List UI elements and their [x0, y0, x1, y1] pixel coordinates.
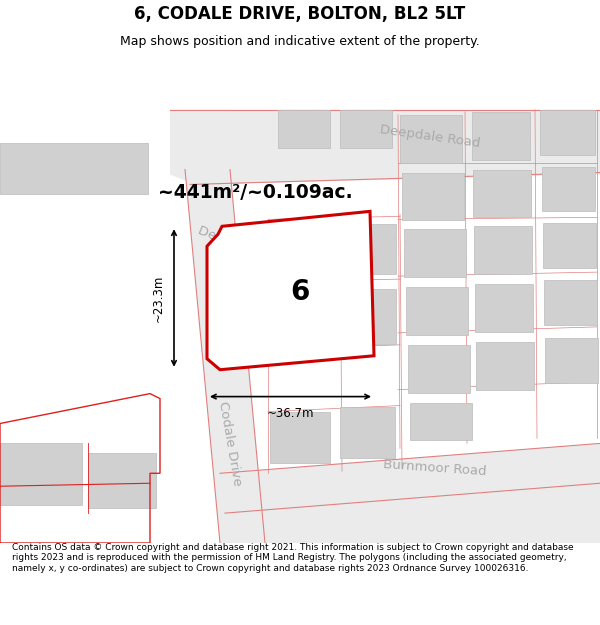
Text: Deepdale Road: Deepdale Road: [196, 224, 295, 274]
Text: Contains OS data © Crown copyright and database right 2021. This information is : Contains OS data © Crown copyright and d…: [12, 543, 574, 572]
Bar: [348, 289, 396, 344]
Polygon shape: [185, 169, 265, 543]
Polygon shape: [170, 110, 600, 184]
Polygon shape: [207, 211, 374, 370]
Bar: [270, 411, 330, 463]
Bar: [400, 115, 462, 162]
Bar: [543, 223, 596, 268]
Bar: [340, 406, 395, 458]
Bar: [474, 226, 532, 274]
Bar: [475, 284, 533, 332]
Text: ~441m²/~0.109ac.: ~441m²/~0.109ac.: [158, 183, 352, 202]
Bar: [280, 294, 338, 349]
Bar: [0, 443, 82, 505]
Text: Map shows position and indicative extent of the property.: Map shows position and indicative extent…: [120, 35, 480, 48]
Text: Deepdale Road: Deepdale Road: [379, 123, 481, 150]
Bar: [406, 287, 468, 335]
Bar: [280, 229, 338, 279]
Text: 6: 6: [290, 278, 310, 306]
Text: ~23.3m: ~23.3m: [151, 274, 164, 322]
Bar: [544, 280, 597, 325]
Text: Burnmoor Road: Burnmoor Road: [383, 458, 487, 478]
Text: Codale Drive: Codale Drive: [216, 400, 244, 487]
Bar: [540, 110, 595, 154]
Bar: [278, 110, 330, 148]
Bar: [542, 166, 595, 211]
Polygon shape: [220, 443, 600, 543]
Bar: [0, 142, 148, 194]
Bar: [88, 453, 156, 508]
Bar: [545, 338, 598, 382]
Text: ~36.7m: ~36.7m: [267, 407, 314, 420]
Bar: [476, 342, 534, 389]
Text: 6, CODALE DRIVE, BOLTON, BL2 5LT: 6, CODALE DRIVE, BOLTON, BL2 5LT: [134, 5, 466, 22]
Bar: [404, 229, 466, 277]
Bar: [408, 345, 470, 392]
Bar: [472, 112, 530, 159]
Bar: [340, 110, 392, 148]
Polygon shape: [170, 110, 230, 169]
Bar: [402, 173, 464, 221]
Bar: [410, 402, 472, 441]
Bar: [348, 224, 396, 274]
Bar: [473, 169, 531, 217]
